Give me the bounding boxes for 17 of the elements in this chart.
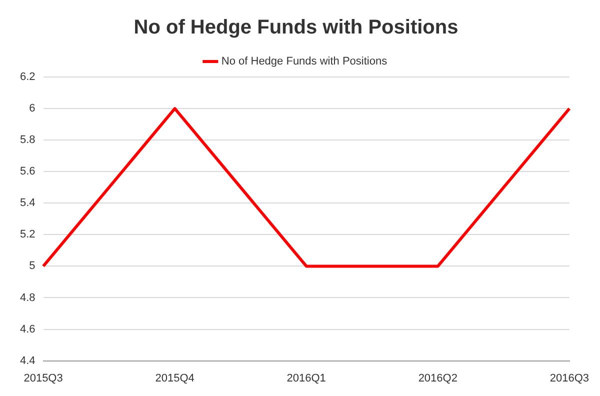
y-tick-label: 6.2 [20,71,36,84]
y-tick-label: 5.6 [20,166,36,178]
legend-label: No of Hedge Funds with Positions [221,56,388,68]
y-tick-label: 4.8 [20,292,36,304]
chart-title: No of Hedge Funds with Positions [134,16,458,39]
y-tick-label: 5.4 [20,197,36,210]
y-tick-label: 4.6 [20,323,36,336]
y-tick-label: 5.2 [20,228,36,241]
y-tick-label: 5.8 [20,134,36,146]
x-tick-label: 2016Q3 [550,372,590,384]
x-tick-label: 2015Q3 [24,372,63,384]
x-tick-label: 2015Q4 [155,372,194,384]
y-tick-label: 5 [29,260,36,272]
y-tick-label: 6 [29,102,36,115]
x-tick-label: 2016Q1 [286,372,326,384]
y-tick-label: 4.4 [20,354,36,367]
x-tick-label: 2016Q2 [418,372,458,384]
